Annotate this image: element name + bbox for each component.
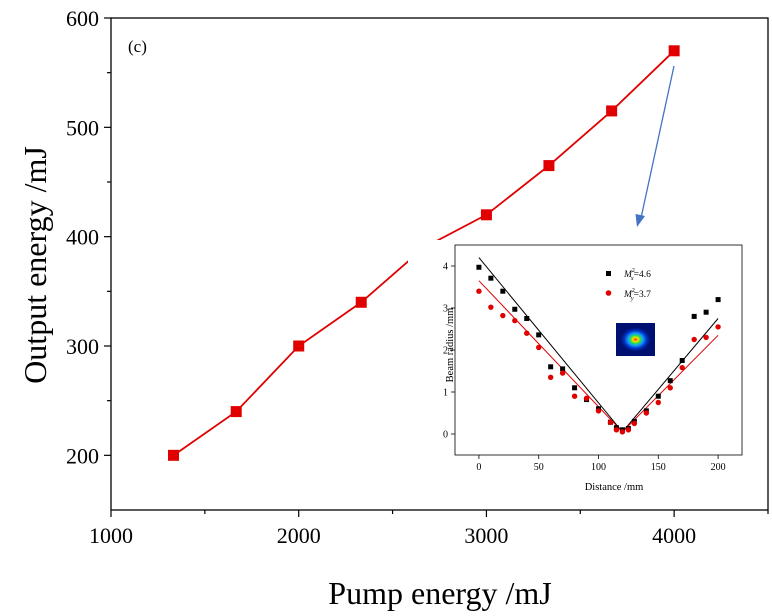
inset-point-my (625, 427, 632, 433)
inset-point-mx (655, 393, 661, 399)
x-tick-label: 4000 (652, 523, 696, 548)
inset-x-tick-label: 200 (711, 462, 726, 473)
inset-point-mx (548, 364, 554, 370)
inset-point-my (547, 374, 554, 380)
x-tick-label: 1000 (89, 523, 133, 548)
inset-point-my (667, 385, 673, 391)
inset-point-my (613, 427, 620, 433)
inset-y-tick-label: 1 (443, 388, 448, 399)
inset-point-my (643, 410, 650, 416)
inset-point-my (619, 429, 626, 435)
inset-x-axis-title: Distance /mm (585, 482, 644, 493)
main-data-point (480, 209, 492, 221)
main-data-point (168, 449, 180, 461)
inset-point-my (583, 395, 590, 401)
inset-y-tick-label: 4 (443, 262, 448, 273)
inset-axis-ticks (451, 265, 719, 459)
y-tick-label: 200 (66, 443, 99, 468)
inset-plot: 0 50 100 150 200 0 1 2 3 4 Distance /mm Beam radi… (408, 240, 752, 500)
inset-point-mx (512, 306, 518, 312)
inset-point-my (607, 419, 614, 425)
inset-point-mx (524, 316, 530, 321)
main-data-point (230, 406, 242, 418)
inset-point-my (476, 288, 482, 294)
inset-point-my (631, 420, 638, 427)
arrow-head (635, 214, 645, 227)
main-data-point (355, 296, 367, 308)
x-axis-title: Pump energy /mJ (328, 575, 551, 611)
main-axis-ticks (104, 17, 769, 517)
legend-label-my: M2 y=3.7 (623, 288, 651, 302)
inset-y-tick-label: 0 (443, 430, 448, 441)
inset-point-mx (476, 264, 482, 270)
inset-x-tick-label: 150 (651, 462, 666, 473)
y-tick-label: 400 (66, 225, 99, 250)
y-axis-title: Output energy /mJ (17, 146, 53, 384)
beam-profile-image (616, 323, 655, 356)
inset-background (408, 240, 752, 500)
legend-marker-my (605, 290, 612, 296)
inset-point-mx (715, 297, 721, 303)
inset-point-my (536, 344, 542, 351)
inset-point-my (512, 317, 518, 324)
inset-point-mx (667, 378, 673, 384)
inset-point-my (703, 334, 709, 341)
inset-point-mx (703, 309, 709, 315)
y-tick-label: 500 (66, 115, 99, 140)
pointer-arrow (635, 65, 675, 227)
inset-point-mx (536, 332, 542, 338)
inset-point-mx (572, 385, 578, 391)
inset-x-tick-label: 100 (591, 462, 606, 473)
main-data-point (293, 340, 305, 352)
legend-label-mx: M2 x=4.6 (623, 268, 651, 282)
x-tick-label: 2000 (277, 523, 321, 548)
arrow-line (640, 65, 675, 219)
inset-point-my (595, 408, 602, 414)
inset-point-mx (560, 366, 566, 372)
inset-point-my (500, 312, 506, 319)
inset-data-points (476, 264, 721, 435)
inset-point-my (524, 330, 530, 336)
x-tick-label: 3000 (464, 523, 508, 548)
inset-point-mx (500, 288, 506, 294)
inset-x-tick-label: 0 (476, 462, 481, 473)
inset-y-tick-label: 3 (443, 304, 448, 315)
inset-x-tick-label: 50 (534, 462, 544, 473)
main-data-point (668, 45, 680, 57)
main-plot-frame (110, 17, 769, 511)
inset-legend: M2 x=4.6 M2 y=3.7 (605, 268, 651, 302)
inset-point-my (488, 304, 494, 310)
inset-point-mx (691, 313, 697, 319)
inset-point-my (559, 370, 566, 376)
panel-label: (c) (128, 37, 147, 56)
inset-point-mx (679, 358, 685, 363)
main-data-point (606, 105, 618, 117)
inset-point-my (571, 393, 578, 399)
y-tick-label: 300 (66, 334, 99, 359)
inset-y-axis-title: Beam radius /mm (445, 308, 456, 383)
inset-point-my (655, 399, 661, 406)
legend-marker-mx (606, 271, 611, 276)
main-data-point (543, 160, 555, 172)
y-tick-label: 600 (66, 6, 99, 31)
inset-point-my (679, 364, 685, 371)
inset-y-tick-label: 2 (443, 346, 448, 357)
inset-tick-labels: 0 50 100 150 200 0 1 2 3 4 (443, 262, 726, 474)
inset-point-my (715, 324, 721, 330)
inset-point-my (691, 336, 697, 343)
inset-point-mx (488, 275, 494, 281)
